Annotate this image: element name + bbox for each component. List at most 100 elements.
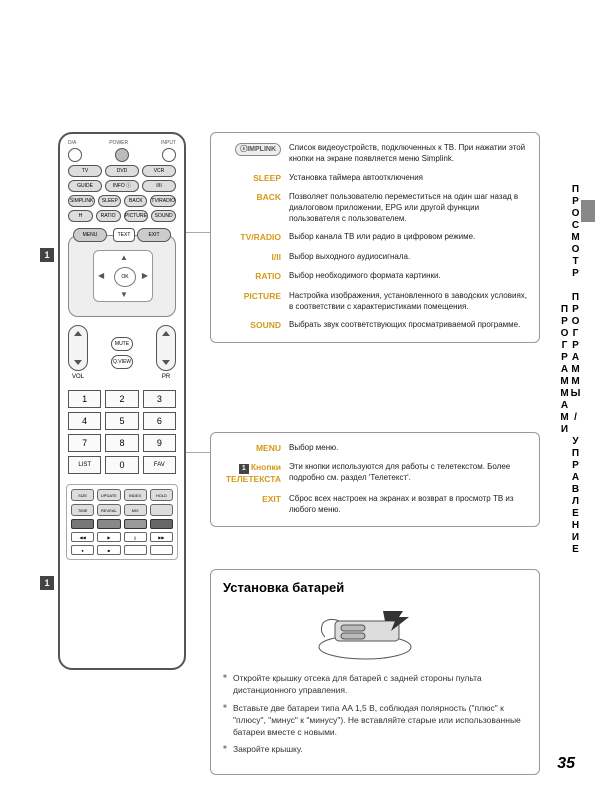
num-6[interactable]: 6 — [143, 412, 176, 430]
function-descriptions-2: MENU Выбор меню. 1Кнопки ТЕЛЕТЕКСТА Эти … — [210, 432, 540, 527]
function-descriptions-1: ⓢIMPLINK Список видеоустройств, подключе… — [210, 132, 540, 343]
mute-button[interactable]: MUTE — [111, 337, 133, 351]
num-1[interactable]: 1 — [68, 390, 101, 408]
back-label: BACK — [223, 192, 289, 224]
tt-size[interactable]: SIZE — [71, 489, 94, 501]
teletext-index-marker-bottom: 1 — [40, 576, 54, 590]
vcr-mode-button[interactable]: VCR — [142, 165, 176, 177]
exit-label: EXIT — [223, 494, 289, 516]
ratio-button[interactable]: RATIO — [96, 210, 121, 222]
label-input: INPUT — [161, 140, 176, 146]
up-arrow[interactable]: ▲ — [120, 253, 128, 262]
picture-button[interactable]: PICTURE — [124, 210, 149, 222]
volume-rocker[interactable] — [68, 325, 88, 371]
list-button[interactable]: LIST — [68, 456, 101, 474]
tt-time[interactable]: TIME — [71, 504, 94, 516]
navigation-pad: MENU TEXT EXIT OK ▲ ▼ ◀ ▶ — [68, 235, 176, 317]
tt-hold[interactable]: HOLD — [150, 489, 173, 501]
down-arrow[interactable]: ▼ — [120, 290, 128, 299]
info-button[interactable]: INFO ⓘ — [105, 180, 139, 192]
pause-button[interactable]: || — [124, 532, 147, 542]
tt-index[interactable]: INDEX — [124, 489, 147, 501]
tv-mode-button[interactable]: TV — [68, 165, 102, 177]
yellow-button[interactable] — [124, 519, 147, 529]
forward-button[interactable]: ▶▶ — [150, 532, 173, 542]
stop-button[interactable]: ■ — [97, 545, 120, 555]
num-7[interactable]: 7 — [68, 434, 101, 452]
tv-radio-button[interactable]: TV/RADIO — [150, 195, 176, 207]
tt-blank[interactable] — [150, 504, 173, 516]
num-5[interactable]: 5 — [105, 412, 138, 430]
exit-button[interactable]: EXIT — [137, 228, 171, 242]
tt-update[interactable]: UPDATE — [97, 489, 120, 501]
num-9[interactable]: 9 — [143, 434, 176, 452]
fav-button[interactable]: FAV — [143, 456, 176, 474]
pr-label: PR — [156, 374, 176, 380]
sound-desc: Выбрать звук соответствующих просматрива… — [289, 320, 527, 331]
right-arrow[interactable]: ▶ — [142, 271, 148, 280]
play-button[interactable]: ▶ — [97, 532, 120, 542]
num-8[interactable]: 8 — [105, 434, 138, 452]
qview-button[interactable]: Q.VIEW — [111, 355, 133, 369]
blue-button[interactable] — [150, 519, 173, 529]
sound-button[interactable]: SOUND — [151, 210, 176, 222]
battery-steps-list: Откройте крышку отсека для батарей с зад… — [223, 673, 527, 756]
record-button[interactable]: ● — [71, 545, 94, 555]
tt-mix[interactable]: MIX — [124, 504, 147, 516]
num-2[interactable]: 2 — [105, 390, 138, 408]
extra-button-1[interactable] — [124, 545, 147, 555]
side-tab-block — [581, 200, 595, 222]
extra-button-2[interactable] — [150, 545, 173, 555]
teletext-buttons-desc: Эти кнопки используются для работы с тел… — [289, 462, 527, 485]
teletext-section: SIZE UPDATE INDEX HOLD TIME REVEAL MIX ◀… — [66, 484, 178, 560]
tvradio-label: TV/RADIO — [223, 232, 289, 243]
power-button[interactable] — [115, 148, 129, 162]
h-button[interactable]: H — [68, 210, 93, 222]
back-button[interactable]: BACK — [124, 195, 147, 207]
teletext-buttons-label: 1Кнопки ТЕЛЕТЕКСТА — [223, 462, 289, 485]
picture-desc: Настройка изображения, установленного в … — [289, 291, 527, 313]
battery-step-2: Вставьте две батареи типа AA 1,5 В, собл… — [223, 703, 527, 739]
dvd-mode-button[interactable]: DVD — [105, 165, 139, 177]
label-da: D/A — [68, 140, 76, 146]
da-button[interactable] — [68, 148, 82, 162]
num-4[interactable]: 4 — [68, 412, 101, 430]
guide-button[interactable]: GUIDE — [68, 180, 102, 192]
num-3[interactable]: 3 — [143, 390, 176, 408]
program-rocker[interactable] — [156, 325, 176, 371]
battery-illustration — [305, 603, 445, 665]
menu-label: MENU — [223, 443, 289, 454]
simplink-button[interactable]: SIMPLINK — [68, 195, 95, 207]
ratio-desc: Выбор необходимого формата картинки. — [289, 271, 527, 282]
ratio-label: RATIO — [223, 271, 289, 282]
battery-step-3: Закройте крышку. — [223, 744, 527, 756]
number-pad: 1 2 3 4 5 6 7 8 9 LIST 0 FAV — [68, 390, 176, 474]
battery-title: Установка батарей — [223, 580, 527, 595]
simplink-desc: Список видеоустройств, подключенных к ТВ… — [289, 143, 527, 165]
vol-label: VOL — [68, 374, 88, 380]
green-button[interactable] — [97, 519, 120, 529]
sleep-button[interactable]: SLEEP — [98, 195, 121, 207]
menu-button[interactable]: MENU — [73, 228, 107, 242]
left-arrow[interactable]: ◀ — [98, 271, 104, 280]
i-ii-button[interactable]: I/II — [142, 180, 176, 192]
teletext-index-marker-top: 1 — [40, 248, 54, 262]
direction-pad[interactable]: OK ▲ ▼ ◀ ▶ — [93, 250, 153, 302]
sound-label: SOUND — [223, 320, 289, 331]
label-power: POWER — [109, 140, 128, 146]
input-button[interactable] — [162, 148, 176, 162]
text-button[interactable]: TEXT — [113, 228, 135, 242]
sleep-desc: Установка таймера автоотключения — [289, 173, 527, 184]
exit-desc: Сброс всех настроек на экранах и возврат… — [289, 494, 527, 516]
red-button[interactable] — [71, 519, 94, 529]
iii-desc: Выбор выходного аудиосигнала. — [289, 252, 527, 263]
simplink-logo: ⓢIMPLINK — [235, 143, 281, 156]
tvradio-desc: Выбор канала ТВ или радио в цифровом реж… — [289, 232, 527, 243]
ok-button[interactable]: OK — [114, 267, 136, 287]
tt-reveal[interactable]: REVEAL — [97, 504, 120, 516]
page-number: 35 — [557, 755, 575, 773]
rewind-button[interactable]: ◀◀ — [71, 532, 94, 542]
battery-step-1: Откройте крышку отсека для батарей с зад… — [223, 673, 527, 697]
connector-line — [186, 232, 210, 233]
num-0[interactable]: 0 — [105, 456, 138, 474]
